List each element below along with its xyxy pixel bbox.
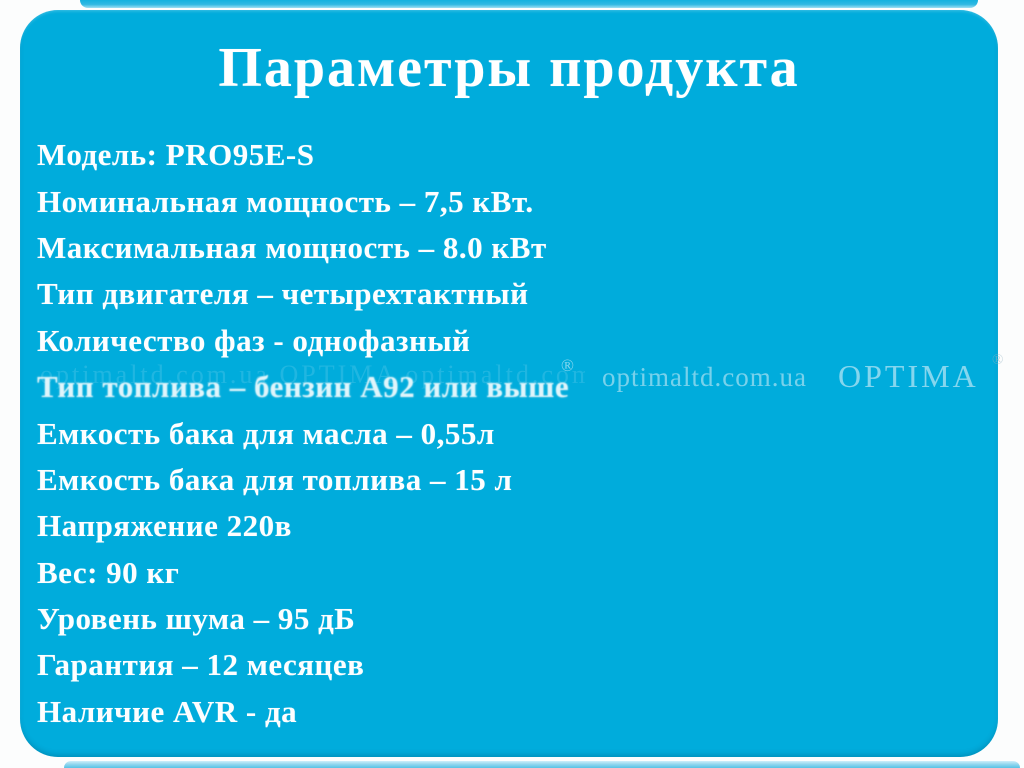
spec-fuel-tank: Емкость бака для топлива – 15 л — [37, 461, 513, 497]
product-params-panel: Параметры продукта Модель: PRO95E-S Номи… — [20, 10, 998, 757]
adjacent-slide-bottom-strip — [64, 761, 1020, 768]
spec-weight: Вес: 90 кг — [37, 554, 180, 590]
spec-engine-type: Тип двигателя – четырехтактный — [37, 276, 529, 312]
spec-model: Модель: PRO95E-S — [37, 137, 315, 173]
slide-title: Параметры продукта — [218, 37, 800, 99]
spec-noise-level: Уровень шума – 95 дБ — [37, 601, 356, 637]
spec-avr: Наличие AVR - да — [37, 693, 298, 729]
spec-max-power: Максимальная мощность – 8.0 кВт — [37, 229, 547, 265]
spec-fuel-type: Тип топлива – бензин А92 или выше — [37, 369, 570, 405]
spec-warranty: Гарантия – 12 месяцев — [37, 647, 365, 683]
adjacent-slide-top-strip — [80, 0, 978, 8]
spec-voltage: Напряжение 220в — [37, 508, 292, 544]
spec-phase-count: Количество фаз - однофазный — [37, 322, 471, 358]
spec-rated-power: Номинальная мощность – 7,5 кВт. — [37, 183, 534, 219]
spec-oil-tank: Емкость бака для масла – 0,55л — [37, 415, 495, 451]
spec-list: Модель: PRO95E-S Номинальная мощность – … — [20, 132, 998, 735]
